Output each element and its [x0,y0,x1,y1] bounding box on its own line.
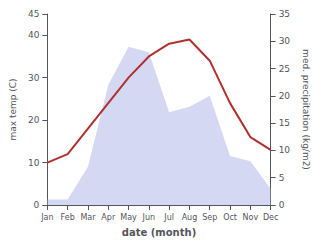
svg-text:Jan: Jan [40,213,53,222]
svg-text:Nov: Nov [243,213,259,222]
svg-text:35: 35 [279,9,290,19]
svg-text:Oct: Oct [223,213,237,222]
svg-text:25: 25 [279,64,290,74]
svg-text:Sep: Sep [202,213,217,222]
svg-text:Mar: Mar [80,213,96,222]
svg-text:10: 10 [28,158,40,168]
svg-text:Apr: Apr [101,213,116,222]
svg-text:5: 5 [279,173,285,183]
svg-text:40: 40 [28,30,40,40]
svg-text:Aug: Aug [182,213,198,222]
svg-text:May: May [120,213,137,222]
svg-text:30: 30 [279,36,291,46]
svg-text:date (month): date (month) [122,227,196,238]
svg-text:0: 0 [279,200,285,210]
svg-text:max temp (C): max temp (C) [8,78,18,140]
svg-text:med. precipitation (kg/m2): med. precipitation (kg/m2) [301,49,311,170]
svg-text:15: 15 [279,118,290,128]
svg-text:30: 30 [28,73,40,83]
svg-text:0: 0 [34,200,40,210]
svg-text:Jul: Jul [163,213,174,222]
svg-text:Dec: Dec [263,213,278,222]
svg-text:20: 20 [279,91,291,101]
svg-text:20: 20 [28,115,40,125]
svg-text:Jun: Jun [142,213,156,222]
svg-text:10: 10 [279,145,291,155]
svg-text:Feb: Feb [61,213,75,222]
svg-text:45: 45 [28,9,39,19]
